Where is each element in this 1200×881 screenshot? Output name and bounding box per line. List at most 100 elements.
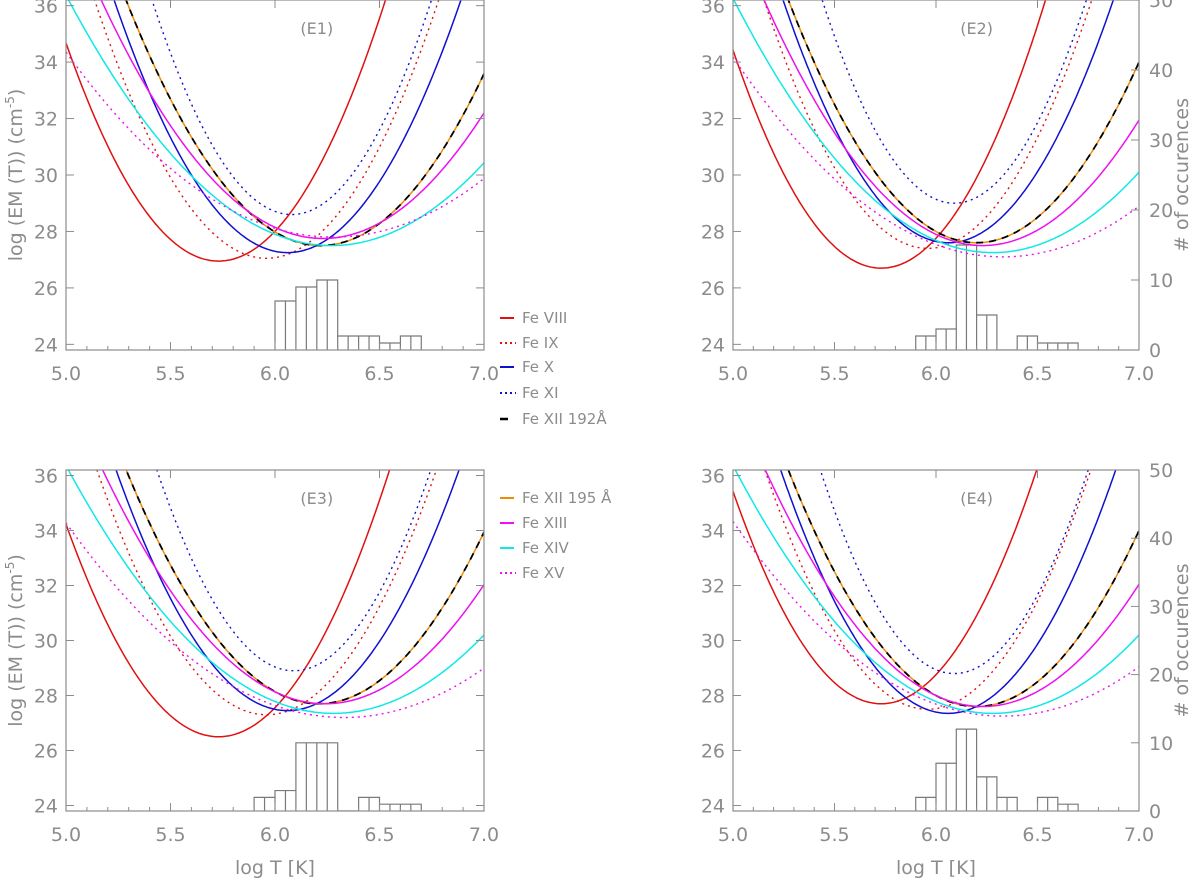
y2-tick-label: 0 — [1149, 340, 1161, 362]
x-axis-label: log T [K] — [235, 857, 315, 879]
legend-label: Fe VIII — [522, 309, 567, 327]
y-tick-label: 30 — [34, 165, 58, 187]
y-tick-label: 30 — [34, 631, 58, 653]
y-tick-label: 28 — [701, 221, 725, 243]
x-tick-label: 7.0 — [1124, 824, 1154, 846]
legend-label: Fe XII 195 Å — [522, 488, 612, 507]
x-tick-label: 6.0 — [921, 824, 951, 846]
histogram-outline — [915, 244, 1079, 350]
curve-fe-xiii — [100, 0, 484, 240]
legend-item-fe-x: Fe X — [500, 358, 554, 376]
legend-label: Fe IX — [522, 334, 559, 352]
curve-fe-xiv — [733, 0, 1139, 254]
x-tick-label: 6.0 — [260, 363, 290, 385]
legend-item-fe-xi: Fe XI — [500, 384, 559, 402]
y-tick-label: 26 — [701, 741, 725, 763]
plot-frame — [732, 469, 1140, 812]
x-tick-label: 5.0 — [718, 824, 748, 846]
y-tick-label: 30 — [701, 631, 725, 653]
legend-label: Fe XV — [522, 564, 565, 582]
curve-fe-xii-195-a — [125, 0, 484, 247]
y-tick-label: 28 — [34, 221, 58, 243]
y-tick-label: 32 — [701, 109, 725, 131]
legend-label: Fe X — [522, 358, 554, 376]
y2-tick-label: 40 — [1149, 60, 1173, 82]
histogram-outline — [274, 279, 422, 350]
y2-tick-label: 20 — [1149, 665, 1173, 687]
histogram-outline — [915, 728, 1079, 811]
legend-label: Fe XIII — [522, 514, 567, 532]
histogram — [253, 742, 422, 811]
y-tick-label: 34 — [34, 521, 58, 543]
legend-item-fe-viii: Fe VIII — [500, 309, 567, 327]
panel-title: (E1) — [300, 19, 333, 38]
legend-item-fe-xv: Fe XV — [500, 564, 565, 582]
em-curves — [66, 0, 484, 262]
x-tick-label: 6.5 — [1022, 824, 1052, 846]
x-tick-label: 5.0 — [51, 363, 81, 385]
panel-e2: 5.0 5.5 6.0 6.5 7.0 24 26 28 30 32 34 36 0 10 20 30 40 50… — [701, 0, 1193, 385]
x-tick-label: 6.5 — [364, 363, 394, 385]
x-tick-label: 7.0 — [469, 824, 499, 846]
panel-title: (E2) — [960, 19, 993, 38]
y-axis-label: log (EM (T)) (cm-5) — [3, 554, 27, 727]
y-tick-label: 36 — [34, 0, 58, 18]
x-tick-label: 7.0 — [469, 363, 499, 385]
curve-fe-xiv — [734, 470, 1139, 715]
em-curves — [733, 0, 1139, 269]
legend-item-fe-xiii: Fe XIII — [500, 514, 567, 532]
x-tick-label: 5.5 — [819, 824, 849, 846]
y-tick-label: 34 — [701, 52, 725, 74]
legend: Fe VIII Fe IX Fe X Fe XI Fe XII 192Å Fe XII 1… — [500, 309, 612, 582]
em-curves — [733, 470, 1139, 717]
curve-fe-ix — [96, 470, 438, 716]
curve-fe-ix — [93, 0, 440, 259]
curve-fe-xv — [733, 521, 1139, 717]
legend-label: Fe XI — [522, 384, 559, 402]
histogram — [915, 728, 1079, 811]
curve-fe-xii-192a — [125, 470, 484, 705]
x-tick-label: 6.5 — [1022, 363, 1052, 385]
y-tick-label: 24 — [701, 796, 725, 818]
x-tick-label: 5.5 — [819, 363, 849, 385]
y-tick-label: 34 — [34, 52, 58, 74]
y-tick-label: 34 — [701, 521, 725, 543]
legend-item-fe-xiv: Fe XIV — [500, 539, 570, 557]
x-tick-label: 6.5 — [364, 824, 394, 846]
plot-frame — [65, 0, 485, 351]
y2-tick-label: 50 — [1149, 460, 1173, 482]
curve-fe-x — [779, 470, 1117, 715]
x-tick-label: 7.0 — [1124, 363, 1154, 385]
y2-tick-label: 30 — [1149, 130, 1173, 152]
curve-fe-x — [782, 0, 1115, 244]
curve-fe-xii-192a — [787, 0, 1139, 244]
legend-label: Fe XIV — [522, 539, 570, 557]
y-tick-label: 32 — [34, 109, 58, 131]
y-tick-label: 24 — [34, 334, 58, 356]
curve-fe-xv — [66, 51, 484, 238]
curve-fe-xii-195-a — [787, 0, 1139, 244]
curve-fe-xiv — [67, 0, 484, 247]
curve-fe-xi — [156, 470, 432, 672]
curve-fe-xii-192a — [125, 0, 484, 247]
y2-tick-label: 40 — [1149, 528, 1173, 550]
x-tick-label: 5.0 — [51, 824, 81, 846]
y-tick-label: 30 — [701, 165, 725, 187]
y-tick-label: 28 — [701, 686, 725, 708]
x-axis-label: log T [K] — [896, 857, 976, 879]
x-tick-label: 5.5 — [155, 363, 185, 385]
y2-tick-label: 30 — [1149, 596, 1173, 618]
curve-fe-xi — [151, 0, 433, 216]
panel-e4: 5.0 5.5 6.0 6.5 7.0 24 26 28 30 32 34 36 0 10 20 30 40 50… — [701, 460, 1193, 879]
x-tick-label: 6.0 — [921, 363, 951, 385]
panel-e3: 5.0 5.5 6.0 6.5 7.0 24 26 28 30 32 34 36 (E3) log (EM… — [3, 466, 499, 880]
curve-fe-xiii — [764, 470, 1139, 708]
x-tick-label: 6.0 — [260, 824, 290, 846]
y-tick-label: 26 — [701, 278, 725, 300]
panel-title: (E3) — [300, 489, 333, 508]
y2-tick-label: 20 — [1149, 200, 1173, 222]
y-tick-label: 32 — [34, 576, 58, 598]
curve-fe-xi — [819, 470, 1089, 675]
y-tick-label: 26 — [34, 278, 58, 300]
